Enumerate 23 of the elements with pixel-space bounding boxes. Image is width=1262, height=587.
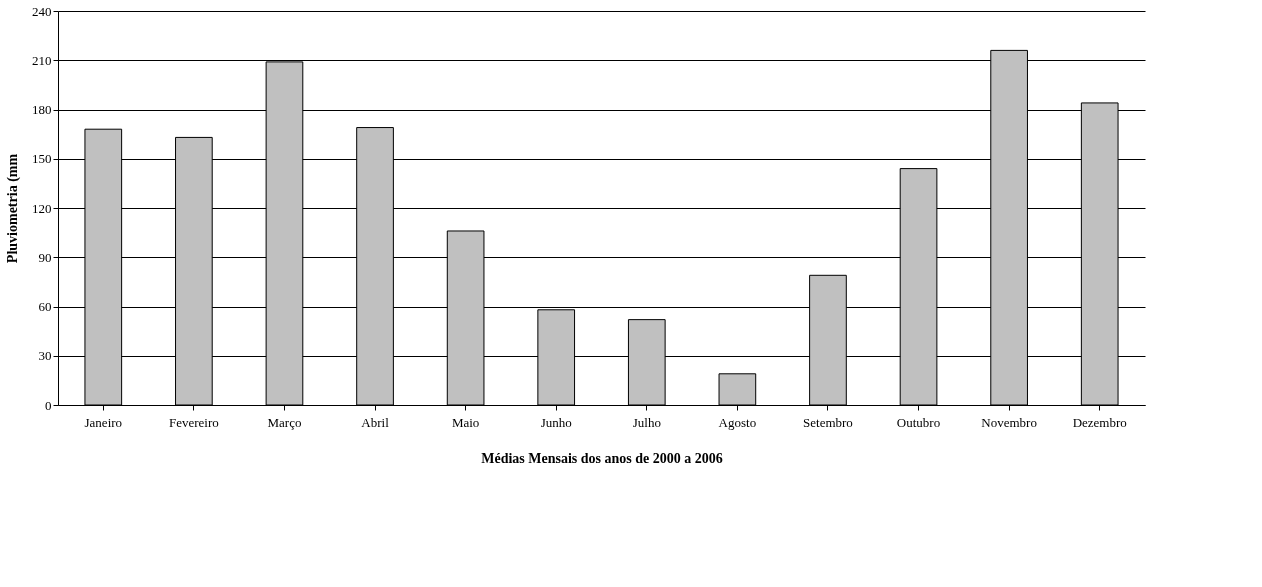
y-tick-label: 150 — [32, 151, 52, 167]
x-tick-label: Abril — [361, 414, 390, 430]
x-tick-label: Janeiro — [84, 414, 123, 430]
y-tick-label: 210 — [32, 52, 52, 68]
x-axis-title: Médias Mensais dos anos de 2000 a 2006 — [481, 450, 723, 466]
y-tick-label: 180 — [32, 102, 52, 117]
x-tick-label: Julho — [632, 414, 661, 430]
y-axis-title: Pluviometria (mm — [5, 153, 21, 264]
y-tick-label: 60 — [38, 299, 52, 314]
y-tick-label: 120 — [32, 200, 52, 216]
x-tick-label: Fevereiro — [168, 414, 219, 430]
x-tick-label: Março — [267, 414, 302, 430]
x-tick-label: Setembro — [803, 414, 853, 430]
y-tick-label: 0 — [45, 397, 52, 413]
x-tick-label: Novembro — [981, 414, 1037, 430]
x-tick-label: Agosto — [718, 414, 757, 430]
x-tick-label: Junho — [540, 414, 572, 430]
x-tick-label: Outubro — [896, 414, 941, 430]
y-tick-label: 30 — [38, 348, 52, 364]
x-tick-label: Maio — [451, 414, 480, 430]
y-tick-label: 240 — [32, 3, 52, 19]
x-tick-label: Dezembro — [1072, 414, 1127, 430]
y-tick-label: 90 — [38, 249, 52, 265]
